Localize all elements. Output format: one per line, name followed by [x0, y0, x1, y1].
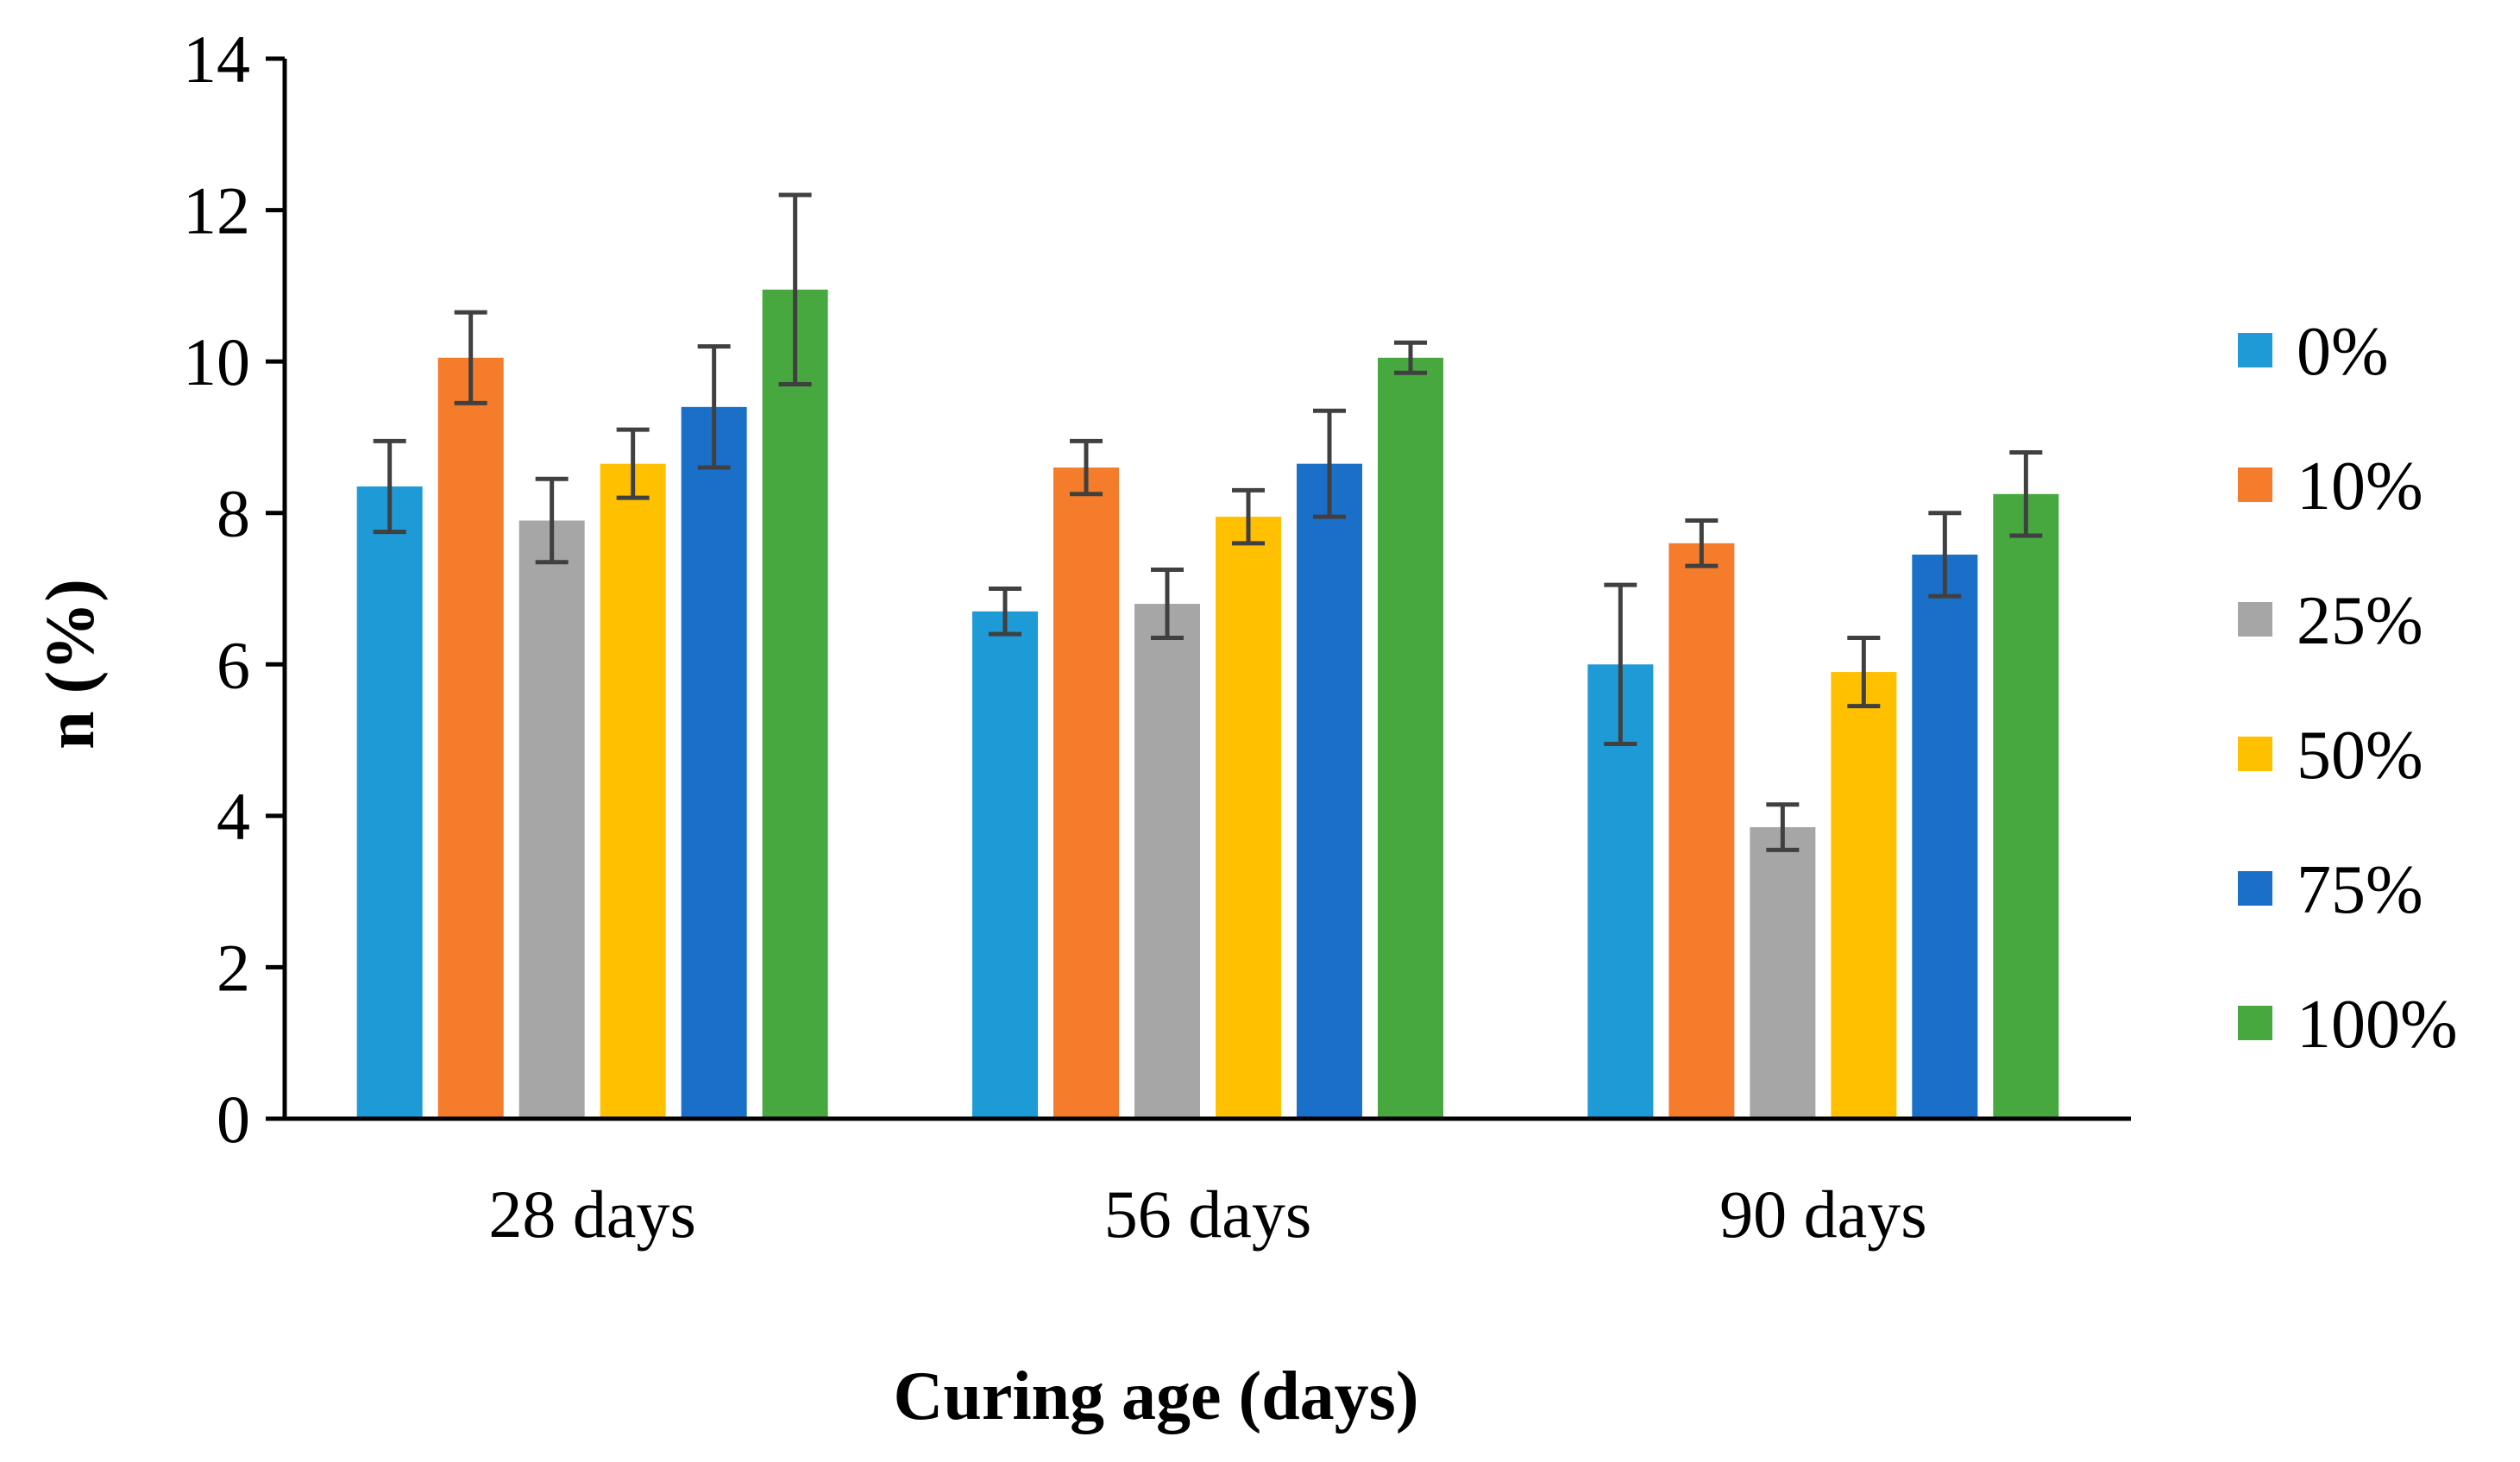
- bar-25pct-90-days: [1750, 827, 1816, 1119]
- bar-75pct-56-days: [1297, 463, 1362, 1119]
- y-tick-label: 14: [183, 22, 250, 97]
- legend-item: 10%: [2238, 449, 2423, 524]
- error-bar: [778, 192, 812, 386]
- bar-100pct-28-days: [762, 289, 828, 1119]
- legend-item: 100%: [2238, 987, 2458, 1063]
- y-tick-label: 2: [217, 930, 250, 1005]
- y-tick-label: 8: [217, 476, 250, 551]
- legend-item: 75%: [2238, 852, 2423, 928]
- error-bar: [989, 587, 1021, 637]
- legend-item: 0%: [2238, 314, 2389, 390]
- error-bar: [2009, 449, 2043, 538]
- bar-75pct-28-days: [681, 406, 747, 1119]
- error-bar: [454, 310, 487, 405]
- y-tick-label: 10: [183, 324, 250, 399]
- error-bar: [616, 427, 650, 500]
- bar-0pct-56-days: [972, 611, 1038, 1119]
- legend-label: 10%: [2297, 449, 2423, 524]
- legend-label: 25%: [2297, 583, 2423, 659]
- x-tick-label: 90 days: [1719, 1177, 1926, 1252]
- legend-swatch: [2238, 467, 2272, 502]
- y-tick-label: 0: [217, 1082, 250, 1157]
- bar-100pct-56-days: [1378, 357, 1443, 1120]
- error-bar: [1151, 568, 1184, 641]
- y-ticks-group: 0 2 4 6 8 10 12 14: [183, 22, 285, 1157]
- error-bar: [1604, 582, 1637, 746]
- error-bar: [697, 344, 731, 470]
- error-bar: [1070, 438, 1103, 497]
- legend-label: 75%: [2297, 852, 2423, 928]
- error-bar: [535, 476, 569, 565]
- x-tick-label: 28 days: [488, 1177, 695, 1252]
- y-tick-label: 12: [183, 173, 250, 248]
- bar-25pct-28-days: [518, 520, 585, 1119]
- error-bar: [1394, 340, 1427, 375]
- bar-50pct-28-days: [600, 463, 666, 1119]
- error-bar: [1232, 487, 1265, 546]
- error-bar: [1766, 802, 1800, 852]
- legend-swatch: [2238, 602, 2272, 637]
- bar-50pct-56-days: [1216, 517, 1281, 1119]
- legend: 0% 10% 25% 50% 75% 100%: [2238, 314, 2458, 1063]
- bar-75pct-90-days: [1912, 554, 1978, 1119]
- y-axis-title: n (%): [33, 579, 109, 750]
- bar-25pct-56-days: [1134, 604, 1200, 1119]
- bar-10pct-90-days: [1668, 543, 1735, 1119]
- x-tick-labels-group: 28 days 56 days 90 days: [488, 1177, 1926, 1252]
- legend-label: 0%: [2297, 314, 2389, 390]
- legend-item: 50%: [2238, 718, 2423, 794]
- legend-swatch: [2238, 1006, 2272, 1040]
- bar-50pct-90-days: [1831, 672, 1897, 1119]
- error-bar: [1685, 518, 1719, 568]
- x-axis-title: Curing age (days): [894, 1358, 1419, 1434]
- legend-label: 50%: [2297, 718, 2423, 794]
- bar-100pct-90-days: [1993, 493, 2059, 1119]
- y-tick-label: 6: [217, 627, 250, 702]
- legend-swatch: [2238, 871, 2272, 906]
- y-tick-label: 4: [217, 779, 250, 854]
- error-bar: [1313, 408, 1346, 519]
- legend-item: 25%: [2238, 583, 2423, 659]
- x-tick-label: 56 days: [1104, 1177, 1311, 1252]
- legend-swatch: [2238, 737, 2272, 771]
- error-bar: [1928, 511, 1962, 599]
- bar-0pct-28-days: [356, 486, 423, 1119]
- error-bar: [373, 438, 406, 535]
- bars-group: [356, 289, 2059, 1120]
- error-bars-group: [373, 192, 2043, 852]
- bar-10pct-56-days: [1053, 467, 1119, 1119]
- bar-10pct-28-days: [437, 357, 504, 1120]
- legend-swatch: [2238, 333, 2272, 367]
- legend-label: 100%: [2297, 987, 2458, 1063]
- error-bar: [1847, 636, 1881, 709]
